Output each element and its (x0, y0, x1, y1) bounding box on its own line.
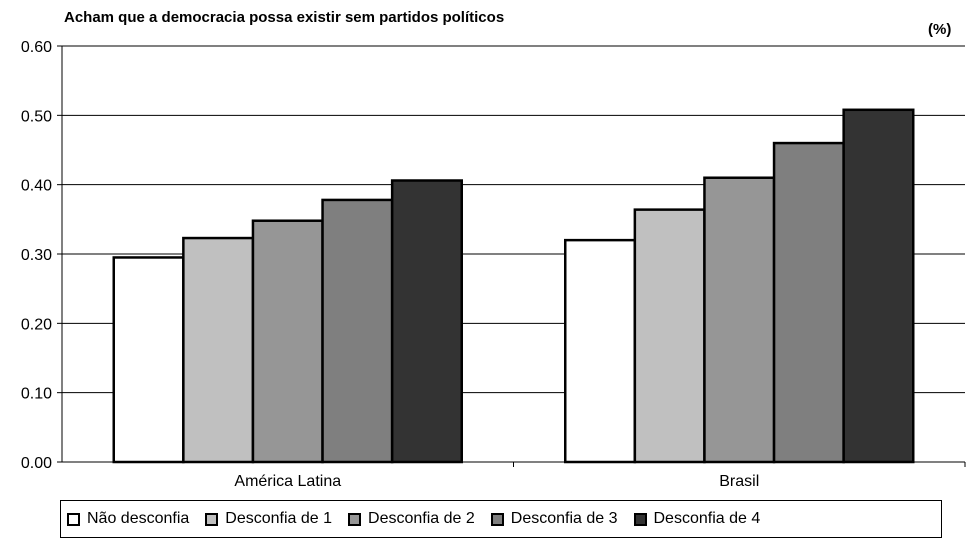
y-tick-label: 0.00 (21, 455, 52, 472)
bars (112, 108, 915, 464)
bar (182, 236, 255, 464)
legend-label: Desconfia de 4 (653, 510, 761, 527)
x-tick-label: Brasil (719, 473, 759, 490)
legend-item: Desconfia de 4 (633, 510, 761, 528)
axis-labels: 0.00 0.10 0.20 0.30 0.40 0.50 0.60 América Lati… (21, 39, 759, 490)
legend-label: Não desconfia (87, 510, 190, 527)
legend-item: Não desconfia (67, 510, 189, 528)
legend-label: Desconfia de 1 (225, 510, 333, 527)
y-tick-label: 0.10 (21, 386, 52, 403)
legend-swatch (490, 512, 504, 526)
bar (251, 219, 324, 464)
y-tick-label: 0.30 (21, 247, 52, 264)
legend-label: Desconfia de 3 (510, 510, 618, 527)
bar (390, 179, 463, 464)
y-tick-label: 0.20 (21, 316, 52, 333)
bar (703, 176, 776, 464)
chart-title: Acham que a democracia possa existir sem… (64, 9, 505, 26)
legend-item: Desconfia de 3 (490, 510, 618, 528)
legend-swatch (348, 512, 362, 526)
legend-swatch (67, 512, 80, 526)
legend-item: Desconfia de 1 (205, 510, 332, 528)
legend: Não desconfia Desconfia de 1 Desconfia de … (60, 500, 942, 538)
bar (321, 198, 394, 464)
legend-label: Desconfia de 2 (368, 510, 475, 527)
y-tick-label: 0.50 (21, 108, 52, 125)
bar (564, 238, 637, 464)
legend-item: Desconfia de 2 (348, 510, 475, 528)
y-tick-label: 0.40 (21, 178, 52, 195)
unit-label: (%) (928, 21, 952, 38)
bar (112, 256, 185, 464)
bar (772, 141, 845, 464)
bar (633, 208, 706, 464)
x-tick-label: América Latina (234, 473, 341, 490)
bar (842, 108, 915, 464)
y-tick-label: 0.60 (21, 39, 52, 56)
legend-swatch (633, 512, 647, 526)
legend-swatch (205, 512, 219, 526)
